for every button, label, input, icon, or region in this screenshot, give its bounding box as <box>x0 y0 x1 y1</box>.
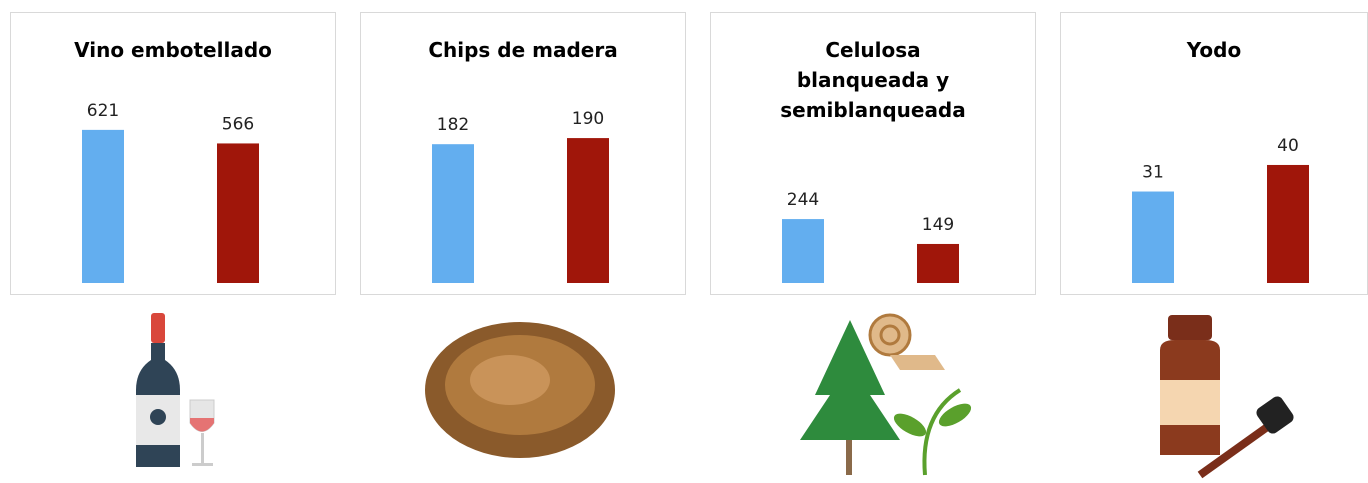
chart-panel: 244 149 Celulosa blanqueada y semiblanquea… <box>710 12 1036 295</box>
value-label: 149 <box>922 215 954 235</box>
wood-chips-icon <box>420 305 620 480</box>
pulp-icon <box>795 305 975 480</box>
value-label: 621 <box>87 101 119 121</box>
page: 621 566 Vino embotellado 182 190 Chips de mad… <box>0 0 1368 483</box>
chart-panel: 182 190 Chips de madera <box>360 12 686 295</box>
bar <box>1132 192 1174 283</box>
chart-title: Vino embotellado <box>43 35 303 65</box>
chart-title: Yodo <box>1084 35 1344 65</box>
value-label: 244 <box>787 190 819 210</box>
bar <box>917 244 959 283</box>
bar <box>432 144 474 283</box>
bar <box>217 143 259 283</box>
value-label: 40 <box>1277 136 1299 156</box>
value-label: 566 <box>222 114 254 134</box>
wine-icon <box>110 305 230 480</box>
bar <box>567 138 609 283</box>
value-label: 31 <box>1142 163 1164 183</box>
chart-panel: 31 40 Yodo <box>1060 12 1368 295</box>
bar <box>1267 165 1309 283</box>
value-label: 182 <box>437 115 469 135</box>
bar <box>782 219 824 283</box>
chart-panel: 621 566 Vino embotellado <box>10 12 336 295</box>
chart-title: Celulosa blanqueada y semiblanqueada <box>773 35 973 125</box>
value-label: 190 <box>572 109 604 129</box>
chart-title: Chips de madera <box>393 35 653 65</box>
bar <box>82 130 124 283</box>
iodine-icon <box>1140 305 1320 480</box>
